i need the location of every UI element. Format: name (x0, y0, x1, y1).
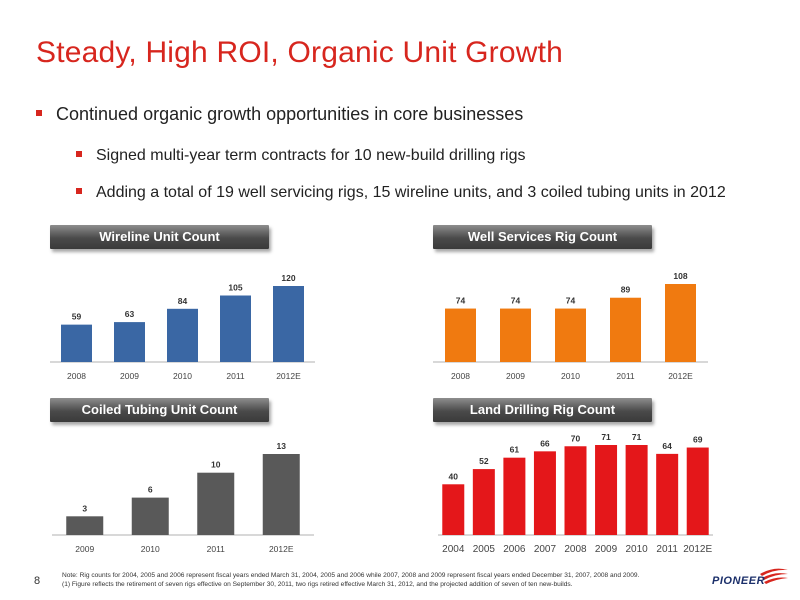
x-tick-label: 2011 (656, 544, 678, 555)
bar (131, 497, 169, 535)
wireline-unit-chart: 59 2008 63 2009 84 2010 105 2011 120 2012E (50, 273, 315, 381)
x-tick-label: 2010 (173, 371, 192, 381)
data-label: 52 (479, 456, 489, 466)
x-tick-label: 2010 (561, 371, 580, 381)
footnote-line: (1) Figure reflects the retirement of se… (62, 581, 573, 588)
coiled-tubing-chart-title: Coiled Tubing Unit Count (50, 398, 269, 422)
coiled-tubing-unit-chart: 3 2009 6 2010 10 2011 13 2012E (52, 441, 314, 554)
data-label: 84 (178, 296, 188, 306)
data-label: 59 (72, 312, 82, 322)
data-label: 13 (277, 441, 287, 451)
pioneer-logo: PIONEER (712, 566, 788, 590)
data-label: 10 (211, 460, 221, 470)
x-tick-label: 2011 (207, 544, 226, 554)
bar (665, 284, 696, 362)
x-tick-label: 2010 (625, 544, 648, 555)
page-number: 8 (34, 575, 41, 587)
bar (262, 454, 300, 535)
bar (273, 286, 304, 362)
bar (625, 445, 648, 535)
bullet-square-icon (76, 150, 82, 157)
x-tick-label: 2011 (226, 371, 245, 381)
x-tick-label: 2009 (120, 371, 139, 381)
bar (595, 445, 618, 535)
wireline-chart-title: Wireline Unit Count (50, 225, 269, 249)
x-tick-label: 2005 (473, 544, 496, 555)
footnote-line: Note: Rig counts for 2004, 2005 and 2006… (62, 572, 640, 579)
data-label: 69 (693, 435, 703, 445)
bar (442, 484, 465, 535)
data-label: 120 (281, 273, 295, 283)
well-services-rig-chart: 74 2008 74 2009 74 2010 89 2011 108 2012E (433, 271, 708, 381)
sub-bullet-item: Signed multi-year term contracts for 10 … (76, 147, 526, 165)
data-label: 74 (456, 296, 466, 306)
data-label: 66 (540, 438, 550, 448)
bar (503, 457, 526, 535)
well-services-chart-title: Well Services Rig Count (433, 225, 652, 249)
bar (114, 322, 145, 362)
bullet-square-icon (76, 187, 82, 194)
x-tick-label: 2010 (141, 544, 160, 554)
data-label: 3 (82, 503, 87, 513)
x-tick-label: 2008 (564, 544, 587, 555)
bullet-square-icon (36, 110, 42, 117)
data-label: 105 (228, 283, 242, 293)
data-label: 108 (673, 271, 687, 281)
x-tick-label: 2011 (616, 371, 635, 381)
data-label: 6 (148, 485, 153, 495)
data-label: 64 (662, 441, 672, 451)
x-tick-label: 2008 (67, 371, 86, 381)
data-label: 70 (571, 433, 581, 443)
data-label: 74 (566, 296, 576, 306)
x-tick-label: 2012E (668, 371, 693, 381)
sub-bullet-text: Adding a total of 19 well servicing rigs… (96, 184, 726, 201)
page-title: Steady, High ROI, Organic Unit Growth (36, 36, 564, 69)
x-tick-label: 2009 (75, 544, 94, 554)
x-tick-label: 2006 (503, 544, 526, 555)
sub-bullet-text: Signed multi-year term contracts for 10 … (96, 147, 526, 164)
x-tick-label: 2012E (683, 544, 712, 555)
data-label: 61 (510, 445, 520, 455)
bar (197, 472, 235, 535)
bar (167, 308, 198, 362)
bar (220, 295, 251, 362)
x-tick-label: 2009 (506, 371, 525, 381)
bullet-text: Continued organic growth opportunities i… (56, 104, 524, 124)
x-tick-label: 2007 (534, 544, 557, 555)
bar (656, 453, 679, 535)
bar (564, 446, 587, 535)
sub-bullet-item: Adding a total of 19 well servicing rigs… (76, 184, 726, 202)
bar (555, 308, 586, 362)
bar (61, 324, 92, 362)
bar (472, 469, 495, 535)
bar (445, 308, 476, 362)
bar (533, 451, 556, 535)
bar (500, 308, 531, 362)
logo-text: PIONEER (712, 575, 766, 587)
x-tick-label: 2012E (269, 544, 294, 554)
land-drilling-chart-title: Land Drilling Rig Count (433, 398, 652, 422)
land-drilling-rig-chart: 40 2004 52 2005 61 2006 66 2007 70 2008 71 2009 71 20… (438, 432, 713, 555)
x-tick-label: 2012E (276, 371, 301, 381)
bar (686, 447, 709, 535)
bullet-item: Continued organic growth opportunities i… (36, 104, 523, 125)
logo-swoosh-icon (760, 568, 788, 584)
bar (610, 297, 641, 362)
data-label: 71 (632, 432, 642, 442)
data-label: 71 (601, 432, 611, 442)
data-label: 74 (511, 296, 521, 306)
bar (66, 516, 104, 535)
data-label: 40 (449, 471, 459, 481)
footnote: Note: Rig counts for 2004, 2005 and 2006… (62, 571, 639, 589)
data-label: 63 (125, 309, 135, 319)
x-tick-label: 2008 (451, 371, 470, 381)
x-tick-label: 2004 (442, 544, 465, 555)
x-tick-label: 2009 (595, 544, 618, 555)
data-label: 89 (621, 285, 631, 295)
